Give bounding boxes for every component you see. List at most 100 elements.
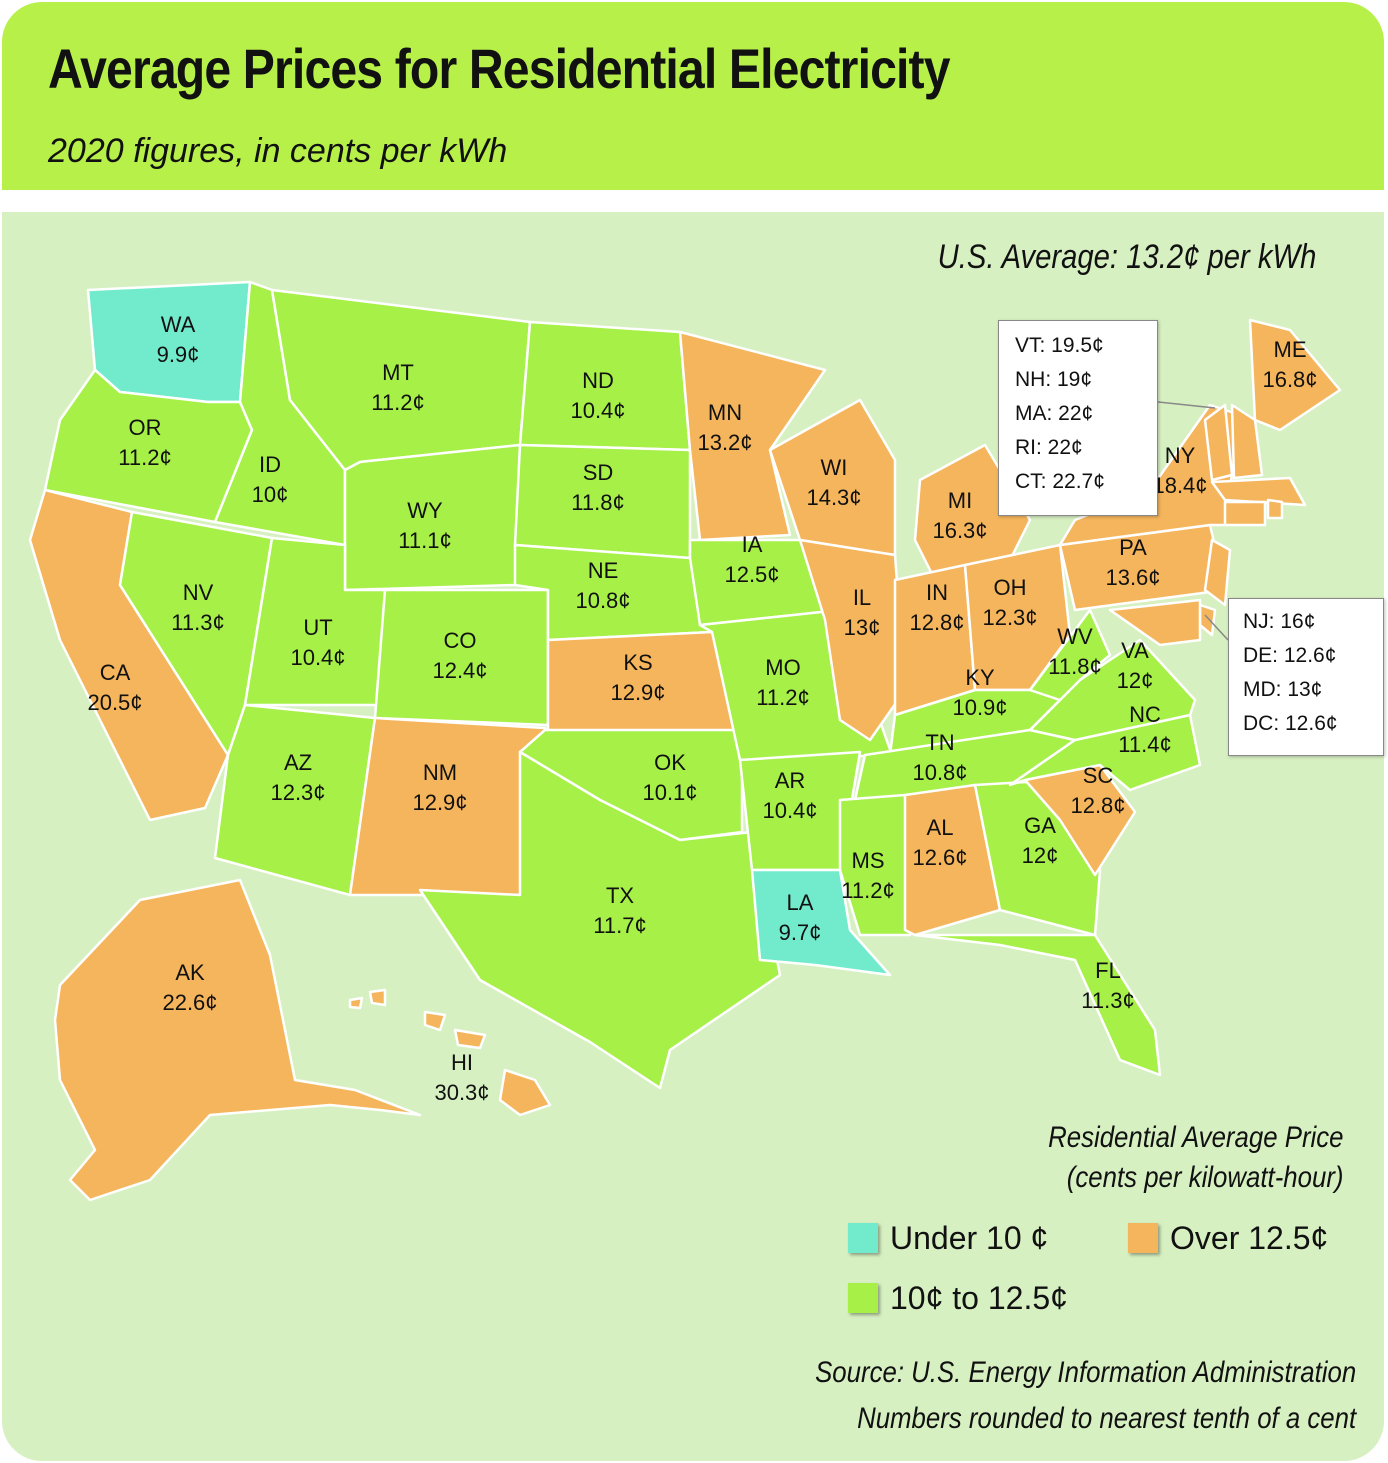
state-label-me: ME <box>1274 337 1307 362</box>
state-hi-island-2 <box>368 988 387 1007</box>
callout-dc: DC: 12.6¢ <box>1243 712 1338 735</box>
source-note: Source: U.S. Energy Information Administ… <box>815 1350 1356 1442</box>
source-line2: Numbers rounded to nearest tenth of a ce… <box>856 1402 1356 1435</box>
callout-ri: RI: 22¢ <box>1015 436 1083 459</box>
callout-nj: NJ: 16¢ <box>1243 610 1316 633</box>
state-price-pa: 13.6¢ <box>1105 565 1160 590</box>
state-label-ms: MS <box>852 848 885 873</box>
callout-pointer-mid-atlantic <box>1204 614 1229 641</box>
state-label-ca: CA <box>100 660 131 685</box>
state-label-va: VA <box>1121 638 1149 663</box>
us-average-label: U.S. Average: 13.2¢ per kWh <box>937 238 1316 276</box>
state-price-wi: 14.3¢ <box>806 485 861 510</box>
state-price-ky: 10.9¢ <box>952 695 1007 720</box>
state-price-tx: 11.7¢ <box>593 913 646 938</box>
state-price-oh: 12.3¢ <box>982 605 1037 630</box>
state-label-or: OR <box>129 415 162 440</box>
state-price-mi: 16.3¢ <box>932 518 987 543</box>
state-price-fl: 11.3¢ <box>1081 988 1134 1013</box>
state-label-mo: MO <box>765 655 800 680</box>
state-az <box>213 703 377 897</box>
state-label-az: AZ <box>284 750 312 775</box>
state-label-sd: SD <box>583 460 614 485</box>
state-price-hi: 30.3¢ <box>434 1080 489 1105</box>
state-price-wa: 9.9¢ <box>157 342 200 367</box>
source-line1: Source: U.S. Energy Information Administ… <box>814 1356 1356 1389</box>
state-price-me: 16.8¢ <box>1262 367 1317 392</box>
state-ak <box>53 878 422 1202</box>
state-fl <box>913 933 1162 1077</box>
state-price-ca: 20.5¢ <box>87 690 142 715</box>
legend-title: Residential Average Price (cents per kil… <box>1049 1118 1344 1198</box>
state-price-il: 13¢ <box>844 615 881 640</box>
state-price-wv: 11.8¢ <box>1048 654 1101 679</box>
states-layer <box>28 280 1342 1202</box>
state-price-va: 12¢ <box>1117 668 1154 693</box>
state-label-ut: UT <box>303 615 332 640</box>
state-label-wv: WV <box>1057 624 1093 649</box>
state-hi-island-1 <box>348 996 364 1010</box>
state-vt <box>1203 403 1234 482</box>
state-label-hi: HI <box>451 1050 473 1075</box>
state-label-al: AL <box>927 815 954 840</box>
state-price-mt: 11.2¢ <box>371 390 424 415</box>
state-label-ky: KY <box>965 665 995 690</box>
state-price-ks: 12.9¢ <box>610 680 665 705</box>
state-label-ny: NY <box>1165 443 1196 468</box>
callout-vt: VT: 19.5¢ <box>1015 334 1104 357</box>
state-hi-island-3 <box>423 1010 447 1032</box>
callout-mid-atlantic: NJ: 16¢ DE: 12.6¢ MD: 13¢ DC: 12.6¢ <box>1228 598 1384 756</box>
state-price-ne: 10.8¢ <box>575 588 630 613</box>
state-label-ak: AK <box>175 960 205 985</box>
state-label-nm: NM <box>423 760 457 785</box>
state-label-fl: FL <box>1095 958 1121 983</box>
legend-label-over-12-5: Over 12.5¢ <box>1170 1219 1329 1256</box>
state-label-mn: MN <box>708 400 742 425</box>
header-band <box>2 2 1384 190</box>
state-price-sd: 11.8¢ <box>571 490 624 515</box>
state-price-in: 12.8¢ <box>909 610 964 635</box>
state-label-oh: OH <box>994 575 1027 600</box>
callout-ct: CT: 22.7¢ <box>1015 470 1105 493</box>
state-il <box>798 538 907 742</box>
state-wi <box>768 398 897 557</box>
state-label-tn: TN <box>925 730 954 755</box>
state-price-nm: 12.9¢ <box>412 790 467 815</box>
state-price-tn: 10.8¢ <box>912 760 967 785</box>
state-al <box>903 783 1002 937</box>
state-price-mo: 11.2¢ <box>756 685 809 710</box>
state-price-id: 10¢ <box>252 482 289 507</box>
state-hi <box>498 1068 552 1117</box>
state-label-pa: PA <box>1119 535 1147 560</box>
state-price-ga: 12¢ <box>1022 843 1059 868</box>
state-price-nv: 11.3¢ <box>171 610 224 635</box>
state-label-mi: MI <box>948 488 972 513</box>
state-ma <box>1210 476 1307 507</box>
state-label-il: IL <box>853 585 871 610</box>
state-price-co: 12.4¢ <box>432 658 487 683</box>
state-price-ms: 11.2¢ <box>841 878 894 903</box>
state-label-sc: SC <box>1083 763 1114 788</box>
state-label-co: CO <box>444 628 477 653</box>
state-price-nd: 10.4¢ <box>570 398 625 423</box>
callout-new-england: VT: 19.5¢ NH: 19¢ MA: 22¢ RI: 22¢ CT: 22… <box>998 320 1158 516</box>
state-price-nc: 11.4¢ <box>1118 732 1171 757</box>
state-label-ks: KS <box>623 650 652 675</box>
state-price-sc: 12.8¢ <box>1070 793 1125 818</box>
state-label-tx: TX <box>606 883 634 908</box>
callout-ma: MA: 22¢ <box>1015 402 1094 425</box>
state-label-la: LA <box>787 890 814 915</box>
state-price-ok: 10.1¢ <box>642 780 697 805</box>
state-ct <box>1223 500 1267 527</box>
state-wv <box>1028 608 1112 732</box>
state-nh <box>1230 403 1264 480</box>
state-label-wi: WI <box>821 455 848 480</box>
legend-swatch-over-12-5 <box>1128 1223 1158 1253</box>
legend-title-line1: Residential Average Price <box>1048 1121 1344 1154</box>
legend-item-mid: 10¢ to 12.5¢ <box>848 1278 1068 1318</box>
state-label-in: IN <box>926 580 948 605</box>
state-ri <box>1266 498 1284 520</box>
state-ms <box>838 793 912 937</box>
labels-layer: WA 9.9¢ OR 11.2¢ CA 20.5¢ ID 10¢ NV 11.3¢ MT 11.2¢ W… <box>87 312 1317 1105</box>
